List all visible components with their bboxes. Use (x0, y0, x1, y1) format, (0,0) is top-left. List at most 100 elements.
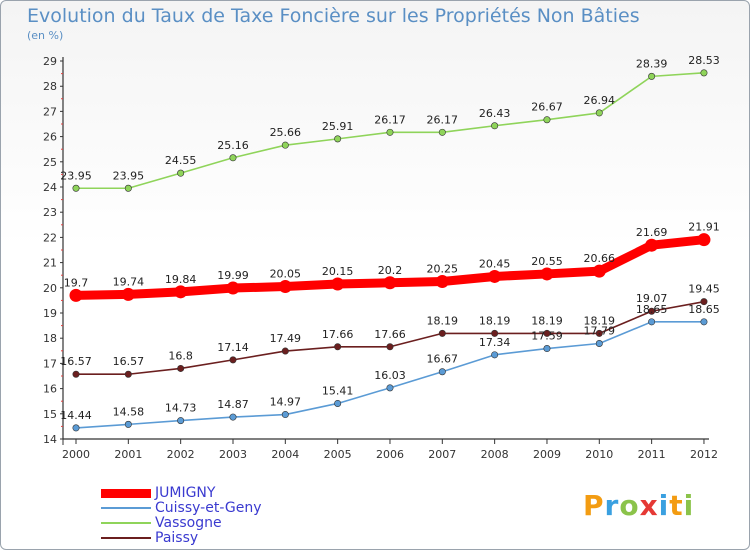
data-label: 16.03 (374, 369, 406, 382)
unit-label: (en %) (27, 29, 64, 42)
data-point (177, 169, 185, 177)
data-label: 17.66 (374, 328, 406, 341)
data-point (386, 343, 394, 351)
data-label: 18.19 (479, 314, 511, 327)
data-point (491, 122, 499, 130)
data-point (645, 238, 659, 252)
data-point (334, 343, 342, 351)
data-label: 19.99 (217, 269, 249, 282)
legend-swatch-jumigny (101, 488, 151, 498)
legend-item-cuissy: Cuissy-et-Geny (101, 501, 262, 515)
chart-title: Evolution du Taux de Taxe Foncière sur l… (27, 5, 640, 27)
x-tick-label: 2005 (324, 448, 352, 461)
data-point (69, 288, 83, 302)
legend-swatch-cuissy (101, 507, 151, 509)
data-point (278, 280, 292, 294)
y-tick-label: 28 (43, 80, 57, 93)
data-point (700, 318, 708, 326)
data-point (174, 285, 188, 299)
x-tick-label: 2001 (114, 448, 142, 461)
x-tick-label: 2012 (690, 448, 718, 461)
legend-label-paissy: Paissy (155, 530, 199, 546)
legend-label-jumigny: JUMIGNY (155, 485, 216, 501)
legend-item-paissy: Paissy (101, 531, 198, 545)
data-label: 17.79 (584, 324, 616, 337)
y-tick-label: 24 (43, 181, 57, 194)
data-point (543, 345, 551, 353)
data-label: 18.19 (584, 314, 616, 327)
data-label: 26.17 (374, 113, 406, 126)
data-point (543, 329, 551, 337)
y-tick-label: 19 (43, 307, 57, 320)
x-tick-label: 2004 (271, 448, 299, 461)
data-label: 17.66 (322, 328, 354, 341)
x-tick-label: 2009 (533, 448, 561, 461)
data-label: 16.57 (113, 355, 145, 368)
data-point (334, 135, 342, 143)
data-point (72, 424, 80, 432)
data-point (386, 384, 394, 392)
y-tick-label: 20 (43, 282, 57, 295)
data-label: 21.91 (688, 221, 720, 234)
data-point (226, 281, 240, 295)
data-point (648, 318, 656, 326)
data-label: 14.87 (217, 398, 249, 411)
data-point (488, 269, 502, 283)
y-tick-label: 17 (43, 357, 57, 370)
data-label: 25.91 (322, 120, 354, 133)
data-point (435, 275, 449, 288)
data-point (72, 370, 80, 378)
data-label: 20.15 (322, 265, 354, 278)
data-point (229, 413, 237, 421)
y-tick-label: 14 (43, 433, 57, 446)
data-label: 19.07 (636, 292, 668, 305)
data-point (383, 276, 397, 290)
data-label: 26.43 (479, 107, 511, 120)
data-label: 20.55 (531, 255, 563, 268)
data-label: 14.97 (270, 396, 302, 409)
data-point (543, 116, 551, 124)
data-label: 26.67 (531, 101, 563, 114)
data-point (592, 264, 606, 278)
data-label: 24.55 (165, 154, 197, 167)
y-tick-label: 16 (43, 383, 57, 396)
data-point (386, 128, 394, 136)
legend-label-vassogne: Vassogne (155, 515, 222, 531)
data-point (438, 329, 446, 337)
y-tick-label: 23 (43, 206, 57, 219)
legend-swatch-paissy (101, 537, 151, 539)
data-point (491, 351, 499, 359)
x-tick-label: 2011 (638, 448, 666, 461)
data-point (177, 364, 185, 372)
x-tick-label: 2006 (376, 448, 404, 461)
data-point (124, 420, 132, 428)
data-point (438, 368, 446, 376)
y-tick-label: 15 (43, 408, 57, 421)
y-tick-label: 29 (43, 55, 57, 68)
data-label: 18.19 (427, 314, 459, 327)
data-label: 20.25 (427, 263, 459, 276)
proxiti-logo: Proxiti (583, 489, 695, 522)
y-tick-label: 25 (43, 156, 57, 169)
data-point (595, 329, 603, 337)
data-label: 17.34 (479, 336, 511, 349)
data-point (331, 277, 345, 291)
y-tick-label: 18 (43, 332, 57, 345)
data-label: 25.66 (270, 126, 302, 139)
data-label: 19.74 (113, 275, 145, 288)
data-point (121, 287, 135, 301)
legend-item-jumigny: JUMIGNY (101, 486, 215, 500)
data-label: 21.69 (636, 226, 668, 239)
x-tick-label: 2010 (585, 448, 613, 461)
data-label: 20.45 (479, 257, 511, 270)
data-point (700, 298, 708, 306)
data-point (334, 399, 342, 407)
data-point (124, 184, 132, 192)
data-point (595, 109, 603, 117)
data-label: 18.65 (688, 303, 720, 316)
data-point (281, 347, 289, 355)
y-tick-label: 21 (43, 257, 57, 270)
data-point (438, 128, 446, 136)
legend-item-vassogne: Vassogne (101, 516, 222, 530)
